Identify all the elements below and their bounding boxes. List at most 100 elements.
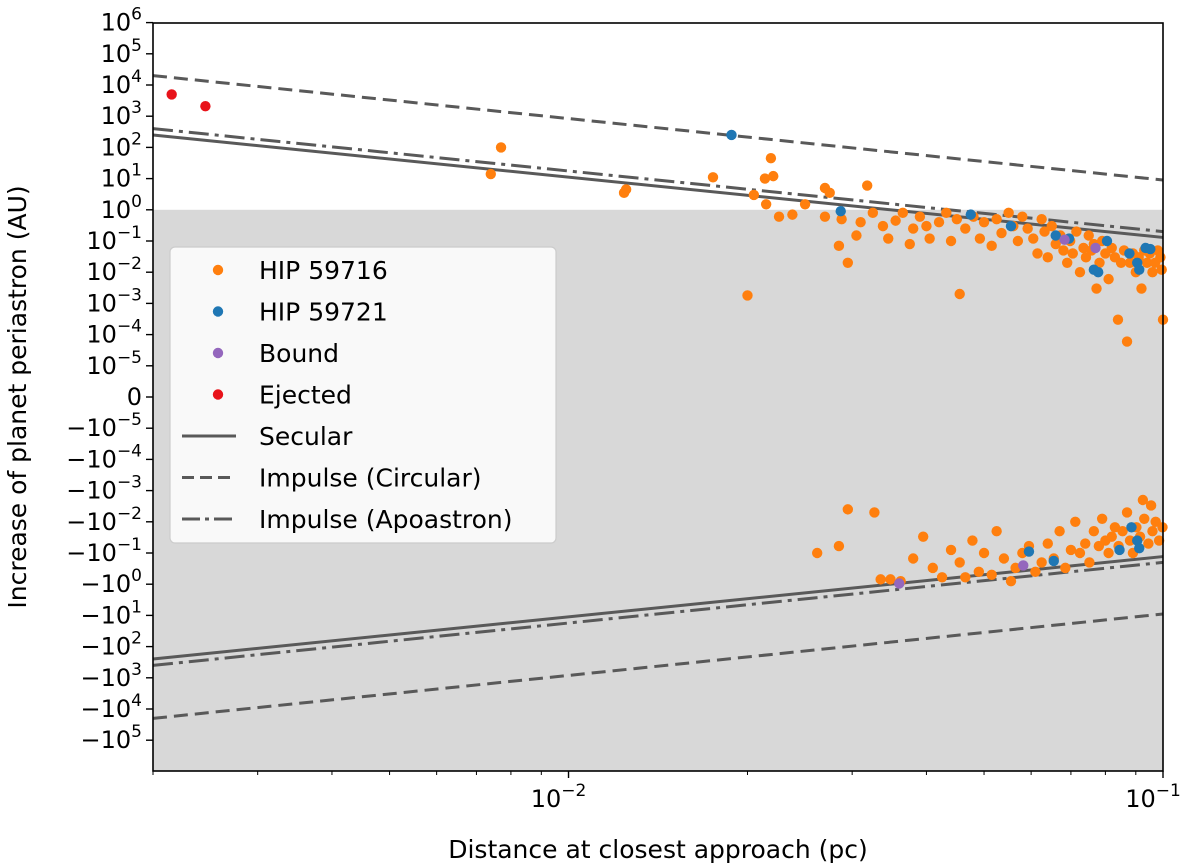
point-hip-59716 bbox=[1003, 207, 1014, 219]
point-ejected bbox=[200, 100, 211, 112]
y-tick-label: 105 bbox=[101, 36, 142, 68]
point-hip-59716 bbox=[1109, 522, 1121, 533]
y-tick-label: 106 bbox=[101, 5, 142, 37]
point-hip-59716 bbox=[998, 553, 1010, 564]
point-hip-59716 bbox=[897, 207, 908, 219]
point-hip-59716 bbox=[1070, 516, 1081, 527]
point-hip-59716 bbox=[1141, 257, 1153, 269]
point-hip-59716 bbox=[1094, 257, 1105, 269]
point-hip-59716 bbox=[799, 199, 811, 210]
point-hip-59716 bbox=[904, 238, 915, 250]
point-hip-59716 bbox=[1061, 257, 1073, 269]
point-hip-59716 bbox=[1112, 314, 1124, 325]
point-hip-59716 bbox=[986, 569, 997, 581]
point-hip-59716 bbox=[1156, 264, 1167, 275]
y-tick-label: −10−5 bbox=[66, 410, 142, 442]
legend-box bbox=[169, 246, 557, 544]
point-hip-59721 bbox=[1145, 243, 1156, 255]
line-dashdot-lower bbox=[152, 560, 1164, 667]
point-hip-59716 bbox=[855, 217, 866, 228]
point-hip-59716 bbox=[759, 173, 771, 184]
point-hip-59716 bbox=[991, 525, 1002, 537]
point-hip-59716 bbox=[1124, 257, 1136, 269]
point-bound bbox=[1059, 234, 1070, 245]
point-ejected bbox=[166, 89, 177, 100]
point-hip-59716 bbox=[1074, 547, 1086, 559]
point-hip-59716 bbox=[1084, 557, 1095, 568]
point-hip-59721 bbox=[1101, 235, 1113, 247]
point-hip-59716 bbox=[960, 223, 971, 234]
point-hip-59716 bbox=[1067, 248, 1078, 259]
point-hip-59716 bbox=[1074, 267, 1086, 278]
point-hip-59721 bbox=[1048, 555, 1059, 567]
point-hip-59721 bbox=[1114, 544, 1125, 556]
point-hip-59716 bbox=[1012, 235, 1024, 247]
point-hip-59721 bbox=[1124, 248, 1135, 259]
point-hip-59716 bbox=[742, 290, 753, 301]
point-hip-59716 bbox=[867, 207, 879, 219]
legend-label: Ejected bbox=[259, 381, 352, 410]
y-tick-label: 101 bbox=[101, 161, 142, 193]
legend-label: Impulse (Circular) bbox=[259, 464, 482, 493]
y-tick-label: −10−1 bbox=[66, 535, 142, 567]
y-tick-label: −102 bbox=[81, 629, 142, 661]
x-axis: 10−2 10−1 bbox=[152, 771, 1181, 813]
point-hip-59716 bbox=[1155, 252, 1166, 263]
legend-label: Bound bbox=[259, 339, 339, 368]
y-tick-label: 10−1 bbox=[86, 223, 142, 255]
point-hip-59716 bbox=[824, 187, 835, 199]
point-hip-59716 bbox=[967, 535, 978, 546]
point-hip-59716 bbox=[1137, 494, 1149, 506]
point-bound bbox=[1090, 242, 1101, 254]
point-hip-59716 bbox=[1032, 248, 1043, 259]
y-tick-label: −104 bbox=[81, 691, 142, 723]
point-hip-59716 bbox=[883, 233, 894, 244]
point-hip-59716 bbox=[1005, 575, 1017, 587]
point-hip-59716 bbox=[707, 172, 719, 183]
point-hip-59716 bbox=[787, 209, 798, 220]
y-tick-label: 100 bbox=[101, 192, 142, 224]
point-hip-59716 bbox=[1050, 238, 1061, 250]
point-hip-59721 bbox=[965, 209, 977, 220]
point-hip-59716 bbox=[917, 531, 929, 542]
y-tick-label: −10−2 bbox=[66, 504, 142, 536]
point-hip-59716 bbox=[1030, 566, 1041, 577]
y-tick-label: 0 bbox=[127, 383, 142, 411]
point-hip-59716 bbox=[1147, 267, 1158, 278]
point-hip-59721 bbox=[1134, 264, 1145, 275]
point-hip-59716 bbox=[927, 562, 939, 574]
point-hip-59716 bbox=[974, 233, 986, 244]
point-hip-59716 bbox=[768, 170, 779, 182]
point-hip-59716 bbox=[1060, 562, 1071, 574]
point-hip-59716 bbox=[748, 189, 760, 201]
point-hip-59716 bbox=[945, 235, 957, 247]
point-hip-59716 bbox=[996, 227, 1007, 239]
point-hip-59716 bbox=[1022, 223, 1033, 234]
point-hip-59716 bbox=[921, 220, 932, 232]
point-hip-59716 bbox=[842, 504, 854, 515]
y-tick-label: −103 bbox=[81, 660, 142, 692]
legend-marker bbox=[212, 347, 224, 359]
point-hip-59716 bbox=[842, 257, 854, 269]
point-hip-59716 bbox=[773, 211, 785, 222]
point-hip-59716 bbox=[1058, 245, 1069, 256]
point-hip-59716 bbox=[914, 211, 926, 222]
point-hip-59716 bbox=[951, 213, 963, 225]
point-hip-59721 bbox=[835, 206, 846, 217]
point-hip-59716 bbox=[1080, 538, 1091, 549]
point-hip-59716 bbox=[1083, 230, 1094, 241]
point-hip-59721 bbox=[1126, 522, 1137, 533]
point-hip-59716 bbox=[986, 240, 997, 252]
point-hip-59721 bbox=[1005, 220, 1017, 232]
y-tick-label: 103 bbox=[101, 98, 142, 130]
point-hip-59716 bbox=[1103, 273, 1114, 285]
point-hip-59716 bbox=[924, 233, 935, 244]
point-hip-59716 bbox=[960, 572, 971, 583]
point-hip-59716 bbox=[495, 142, 507, 153]
point-bound bbox=[894, 578, 905, 589]
line-dashed-upper bbox=[152, 74, 1164, 182]
legend-label: HIP 59721 bbox=[259, 298, 388, 327]
point-hip-59716 bbox=[851, 230, 862, 241]
point-hip-59716 bbox=[945, 544, 957, 556]
point-hip-59721 bbox=[1092, 267, 1104, 278]
